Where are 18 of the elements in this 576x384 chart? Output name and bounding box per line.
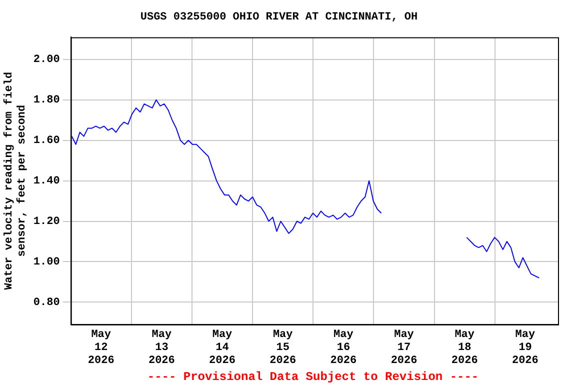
y-tick-label: 1.80 bbox=[33, 94, 60, 107]
x-tick-label: May 18 2026 bbox=[451, 328, 478, 368]
x-tick-label: May 12 2026 bbox=[88, 328, 114, 368]
x-tick-label: May 15 2026 bbox=[270, 328, 296, 368]
x-tick-label: May 13 2026 bbox=[148, 328, 175, 368]
y-tick-label: 1.40 bbox=[33, 176, 60, 188]
y-tick-label: 1.60 bbox=[33, 135, 60, 148]
x-tick-label: May 17 2026 bbox=[390, 328, 418, 368]
text: ---- Provisional Data Subject to Revision ---- bbox=[147, 370, 479, 384]
x-tick-label: May 16 2026 bbox=[330, 328, 357, 368]
x-tick-label: May 19 2026 bbox=[512, 328, 538, 368]
chart-title: USGS 03255000 OHIO RIVER AT CINCINNATI, OH bbox=[140, 11, 418, 24]
y-tick-label: 1.20 bbox=[33, 216, 60, 228]
y-axis-title: Water velocity reading from field sensor, feet per second bbox=[2, 72, 29, 290]
y-tick-label: 1.00 bbox=[33, 256, 60, 268]
y-tick-label: 0.80 bbox=[33, 296, 60, 309]
y-tick-label: 2.00 bbox=[33, 54, 60, 66]
x-tick-label: May 14 2026 bbox=[209, 328, 236, 368]
